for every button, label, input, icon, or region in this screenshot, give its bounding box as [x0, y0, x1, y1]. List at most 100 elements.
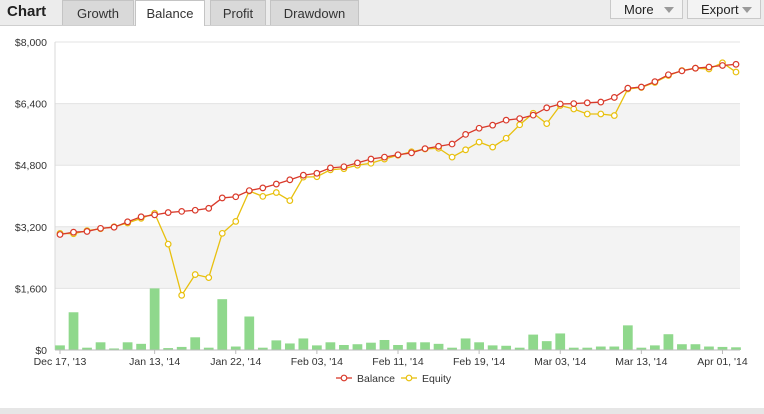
bar — [325, 342, 336, 350]
bar — [352, 344, 363, 350]
point-balance — [408, 149, 415, 157]
bar — [514, 347, 525, 350]
point-balance — [286, 176, 294, 184]
point-balance — [245, 187, 253, 195]
grid-band — [55, 226, 740, 289]
legend-label: Balance — [357, 373, 395, 385]
point-balance — [394, 151, 402, 159]
point-balance — [719, 62, 726, 69]
bar — [717, 346, 728, 350]
bar — [149, 288, 160, 350]
point-balance — [272, 180, 280, 188]
point-balance — [637, 83, 645, 91]
point-equity — [502, 134, 510, 142]
y-axis-ticks: $0 $1,600 $3,200 $4,800 $6,400 $8,000 — [15, 37, 47, 357]
point-balance — [151, 211, 159, 219]
bar — [339, 344, 349, 350]
bar — [622, 325, 633, 350]
point-balance — [529, 111, 537, 119]
bar — [217, 299, 228, 350]
bar — [366, 342, 376, 350]
point-balance — [110, 223, 118, 231]
point-equity — [218, 229, 226, 237]
point-balance — [191, 206, 199, 214]
point-equity — [191, 271, 199, 278]
y-tick-label: $3,200 — [15, 222, 47, 234]
bar — [393, 344, 403, 350]
bar — [271, 340, 282, 350]
x-tick-label: Feb 03, '14 — [291, 356, 343, 368]
y-tick-label: $6,400 — [15, 99, 47, 111]
point-balance — [218, 194, 226, 202]
y-tick-label: $4,800 — [15, 160, 47, 172]
tab-growth[interactable]: Growth — [62, 0, 134, 25]
point-balance — [367, 155, 375, 163]
tab-balance[interactable]: Balance — [135, 0, 205, 26]
x-tick-label: Feb 19, '14 — [453, 356, 505, 368]
bar — [68, 312, 79, 350]
bar — [244, 316, 255, 350]
point-balance — [475, 124, 483, 132]
export-dropdown[interactable]: Export — [687, 0, 761, 19]
chart-toolbar: Chart Growth Balance Profit Drawdown Mor… — [0, 0, 764, 26]
line-series — [56, 59, 740, 299]
bar — [636, 347, 647, 350]
point-balance — [56, 231, 64, 238]
point-balance — [205, 204, 213, 212]
point-balance — [137, 213, 145, 221]
x-tick-label: Apr 01, '14 — [697, 356, 748, 368]
point-balance — [543, 104, 551, 112]
point-balance — [678, 67, 686, 75]
bar — [541, 341, 552, 350]
point-balance — [421, 145, 429, 153]
point-balance — [570, 100, 578, 107]
point-equity — [272, 189, 280, 196]
point-equity — [462, 146, 470, 154]
point-equity — [286, 197, 294, 205]
point-balance — [462, 130, 470, 138]
tab-profit[interactable]: Profit — [210, 0, 266, 25]
bar — [420, 342, 430, 350]
point-balance — [489, 121, 497, 129]
bar — [55, 345, 65, 350]
legend-swatch-marker — [340, 374, 348, 382]
bar — [731, 347, 741, 350]
grid-bands — [55, 103, 740, 289]
bar — [447, 347, 457, 350]
point-balance — [381, 153, 388, 161]
bar — [82, 347, 92, 350]
bar — [95, 342, 106, 350]
point-equity — [543, 120, 551, 128]
point-balance — [97, 224, 104, 232]
bar — [176, 346, 187, 350]
bar — [163, 348, 174, 350]
more-label: More — [624, 1, 654, 17]
bar-series — [55, 288, 741, 350]
bar — [203, 347, 214, 350]
point-balance — [124, 218, 131, 226]
point-equity — [232, 218, 240, 225]
point-equity — [732, 68, 740, 76]
bar — [555, 333, 566, 350]
point-balance — [327, 164, 334, 172]
bar — [474, 342, 484, 350]
point-balance — [448, 140, 456, 148]
y-tick-label: $1,600 — [15, 283, 47, 295]
point-balance — [610, 94, 618, 101]
point-equity — [516, 121, 524, 129]
point-balance — [259, 184, 267, 192]
more-dropdown[interactable]: More — [610, 0, 683, 19]
point-balance — [164, 209, 172, 216]
y-tick-label: $0 — [35, 345, 47, 357]
point-equity — [610, 112, 618, 119]
bar — [528, 334, 539, 350]
point-balance — [651, 78, 659, 86]
tab-drawdown[interactable]: Drawdown — [270, 0, 359, 25]
bar — [406, 342, 417, 350]
point-balance — [340, 163, 348, 171]
bar — [677, 344, 687, 350]
x-tick-label: Mar 13, '14 — [615, 356, 667, 368]
chart-title: Chart — [7, 3, 47, 20]
point-equity — [570, 105, 578, 113]
